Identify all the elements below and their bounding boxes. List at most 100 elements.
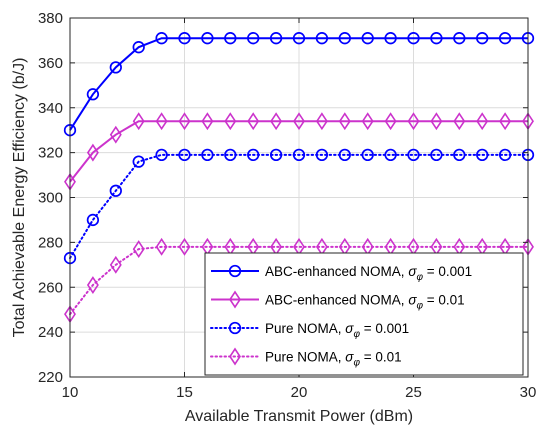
legend-series-name: ABC-enhanced NOMA, (265, 264, 408, 279)
legend-phi-subscript: φ (416, 301, 423, 312)
series-2-line (69, 120, 528, 183)
series-2-point (86, 143, 99, 162)
y-tick-label: 320 (38, 145, 63, 162)
series-2-point (476, 112, 489, 131)
series-4-line (69, 245, 529, 316)
y-tick-label: 260 (38, 279, 63, 296)
x-tick-label: 15 (176, 384, 193, 401)
legend-marker (229, 347, 241, 366)
series-2-point (499, 112, 512, 131)
series-1-point (269, 32, 283, 45)
series-1-point (109, 61, 122, 74)
legend-series-name: Pure NOMA, (265, 321, 345, 336)
series-3-point (224, 148, 237, 162)
series-2-point (155, 112, 168, 131)
series-3-point (315, 148, 329, 162)
legend-marker (229, 290, 241, 309)
x-tick-label: 30 (520, 384, 537, 401)
series-3-point (430, 148, 443, 162)
series-2-point (224, 112, 237, 131)
series-1-point (247, 32, 260, 45)
series-1-point (453, 32, 466, 45)
series-2-point (132, 112, 145, 131)
legend-marker (228, 321, 242, 335)
legend-label: Pure NOMA, σφ = 0.01 (265, 350, 402, 369)
series-1-point (292, 32, 306, 45)
legend-sigma-symbol: σ (408, 264, 417, 279)
y-tick-label: 380 (38, 10, 63, 27)
legend-box (204, 252, 524, 376)
series-2-point (430, 112, 443, 131)
legend-sigma-value: = 0.01 (423, 293, 465, 308)
series-1-point (224, 32, 237, 45)
series-3-point (453, 148, 466, 162)
series-3-line (69, 153, 529, 260)
legend-entry-2: ABC-enhanced NOMA, σφ = 0.01 (211, 290, 465, 312)
series-1-line (69, 37, 528, 131)
series-4-point (155, 237, 168, 256)
series-3-point (361, 148, 374, 162)
legend: ABC-enhanced NOMA, σφ = 0.001ABC-enhance… (204, 252, 524, 376)
legend-series-name: ABC-enhanced NOMA, (265, 293, 408, 308)
series-2-point (178, 112, 191, 131)
legend-sigma-symbol: σ (408, 293, 417, 308)
series-3-point (247, 148, 260, 162)
series-1-point (338, 32, 351, 45)
series-1-point (132, 41, 145, 54)
axis-ticks: 10 15 20 25 30 220 240 260 280 300 320 340 360 380 (38, 10, 536, 401)
series-4-point (132, 240, 145, 259)
series-3-point (338, 148, 351, 162)
series-1-point (361, 32, 374, 45)
series-3-point (407, 148, 420, 162)
legend-sigma-value: = 0.001 (423, 264, 472, 279)
series-2-point (201, 112, 214, 131)
legend-sigma-value: = 0.001 (360, 321, 409, 336)
x-tick-label: 25 (405, 384, 422, 401)
series-1-point (155, 32, 168, 45)
series-2-point (338, 112, 351, 131)
series-3-point (109, 184, 122, 197)
legend-entry-4: Pure NOMA, σφ = 0.01 (210, 347, 402, 369)
series-1-point (178, 32, 191, 45)
y-axis-label: Total Achievable Energy Efficiency (b/J) (11, 58, 28, 338)
legend-entry-1: ABC-enhanced NOMA, σφ = 0.001 (211, 264, 472, 283)
legend-sigma-symbol: σ (345, 350, 354, 365)
series-1-point (86, 88, 100, 101)
series-3-point (201, 148, 214, 162)
series-3-point (476, 148, 489, 162)
series-1-point (384, 32, 397, 45)
series-3-point (384, 148, 397, 162)
y-tick-label: 360 (38, 55, 63, 72)
series-2-point (109, 125, 122, 144)
y-tick-label: 280 (38, 234, 63, 251)
x-tick-label: 10 (62, 384, 79, 401)
legend-sigma-symbol: σ (345, 321, 354, 336)
legend-label: Pure NOMA, σφ = 0.001 (265, 321, 409, 340)
series-1-point (315, 32, 329, 45)
y-tick-label: 240 (38, 324, 63, 341)
series-2-point (361, 112, 374, 131)
series-1-point (476, 32, 489, 45)
series-1-point (407, 32, 420, 45)
series-1-point (201, 32, 214, 45)
legend-series-name: Pure NOMA, (265, 350, 345, 365)
series-2-point (407, 112, 420, 131)
legend-phi-subscript: φ (353, 329, 360, 340)
series-3-point (86, 213, 100, 227)
y-tick-label: 300 (38, 190, 63, 207)
legend-entry-3: Pure NOMA, σφ = 0.001 (210, 321, 409, 340)
y-tick-label: 220 (38, 369, 63, 386)
series-1-point (430, 32, 443, 45)
series-2-point (247, 112, 260, 131)
series-1-point (498, 32, 512, 45)
series-4-point (86, 276, 99, 294)
series-3-point (292, 148, 306, 162)
series-2-point (270, 112, 283, 131)
x-tick-label: 20 (291, 384, 308, 401)
series-2-point (315, 112, 328, 131)
legend-phi-subscript: φ (353, 358, 360, 369)
series-3-point (132, 155, 145, 168)
series-1 (63, 32, 535, 137)
series-4-point (109, 255, 122, 274)
